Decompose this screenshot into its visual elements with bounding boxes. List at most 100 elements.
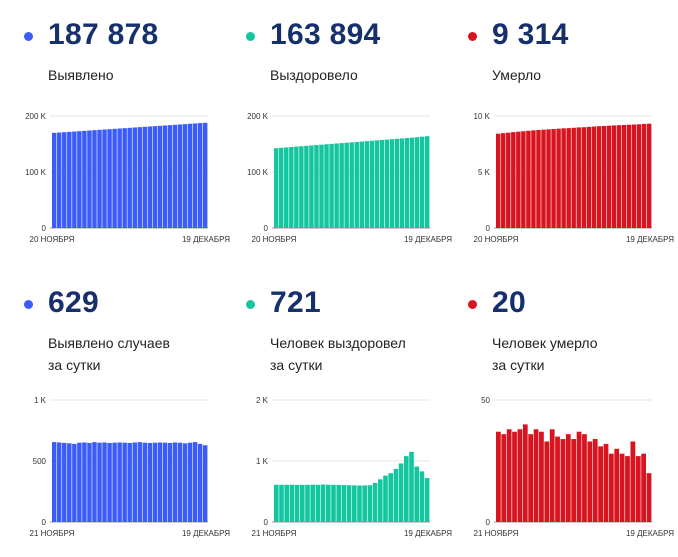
bar xyxy=(177,442,183,522)
chart-daily-recovered: 2 K 1 K 0 21 НОЯБРЯ 19 ДЕКАБРЯ xyxy=(252,396,453,538)
bar xyxy=(107,129,112,228)
bar xyxy=(424,136,430,228)
bar xyxy=(72,443,77,522)
bar xyxy=(289,147,294,228)
chart-recovered: 200 K 100 K 0 20 НОЯБРЯ 19 ДЕКАБРЯ xyxy=(247,112,452,244)
bar xyxy=(352,485,357,522)
bar xyxy=(511,132,516,228)
bar xyxy=(107,442,112,522)
bar xyxy=(357,485,362,522)
bar xyxy=(329,143,334,228)
bar xyxy=(304,145,309,228)
bar xyxy=(596,126,602,228)
x-tick-label-end: 19 ДЕКАБРЯ xyxy=(404,235,452,244)
bar xyxy=(399,138,405,228)
bar xyxy=(274,484,279,522)
bar xyxy=(608,453,614,522)
bar xyxy=(167,125,173,228)
bar xyxy=(531,130,536,228)
bar xyxy=(152,442,158,522)
bar xyxy=(57,442,62,522)
y-tick-label: 0 xyxy=(264,224,269,233)
bar xyxy=(187,442,193,522)
bar xyxy=(566,128,571,228)
bar xyxy=(501,133,506,228)
bar xyxy=(616,125,622,228)
bar xyxy=(172,442,178,522)
bar xyxy=(324,144,329,228)
bar xyxy=(496,133,501,228)
chart-detected: 200 K 100 K 0 20 НОЯБРЯ 19 ДЕКАБРЯ xyxy=(25,112,230,244)
bar xyxy=(279,484,284,522)
y-tick-label: 0 xyxy=(42,518,47,527)
panel-deaths: 9 314 Умерло 10 K 5 K 0 20 НОЯБРЯ 19 ДЕКАБРЯ xyxy=(468,14,678,284)
bar xyxy=(419,471,425,522)
bar xyxy=(344,142,349,228)
bar xyxy=(517,429,523,522)
bar xyxy=(197,443,203,522)
x-tick-label-start: 21 НОЯБРЯ xyxy=(252,529,297,538)
bar xyxy=(501,434,507,522)
bar xyxy=(526,130,531,228)
bar xyxy=(369,140,375,228)
bar xyxy=(92,130,97,228)
bar xyxy=(565,434,571,522)
x-tick-label-end: 19 ДЕКАБРЯ xyxy=(182,235,230,244)
bar xyxy=(541,129,546,228)
bar xyxy=(424,478,430,522)
bar xyxy=(587,441,593,522)
bar xyxy=(62,442,67,522)
bar xyxy=(388,473,393,522)
bar xyxy=(177,124,183,228)
bar xyxy=(142,442,148,522)
panel-daily-detected: 629 Выявлено случаев за сутки 1 K 500 0 21 … xyxy=(24,282,244,552)
x-tick-label-start: 20 НОЯБРЯ xyxy=(474,235,519,244)
bar xyxy=(87,130,92,228)
bar xyxy=(571,127,576,228)
bar xyxy=(621,124,627,228)
y-tick-label: 2 K xyxy=(256,396,269,405)
y-tick-label: 0 xyxy=(486,518,491,527)
bar xyxy=(279,147,284,228)
bar xyxy=(349,142,354,228)
daily-deaths-value: 20 xyxy=(492,286,526,319)
bar xyxy=(379,139,385,228)
bar xyxy=(372,482,378,522)
bar xyxy=(137,442,142,522)
bar xyxy=(601,125,607,228)
bar xyxy=(398,463,404,522)
bar xyxy=(284,147,289,228)
bar xyxy=(197,123,203,228)
bar xyxy=(182,443,188,522)
bar xyxy=(404,456,409,522)
bar xyxy=(326,484,331,522)
bar xyxy=(394,138,400,228)
bar xyxy=(127,442,132,522)
daily-detected-label-line1: Выявлено случаев xyxy=(48,335,170,351)
bar xyxy=(97,129,102,228)
x-tick-label-end: 19 ДЕКАБРЯ xyxy=(626,235,674,244)
bar xyxy=(315,484,321,522)
bar xyxy=(625,456,630,522)
bar xyxy=(359,141,364,228)
legend-dot xyxy=(246,32,255,41)
bar xyxy=(576,127,581,228)
bar xyxy=(67,443,72,522)
bar xyxy=(192,442,198,522)
bar xyxy=(132,442,137,522)
y-tick-label: 0 xyxy=(42,224,47,233)
bar xyxy=(354,141,359,228)
x-tick-label-start: 21 НОЯБРЯ xyxy=(474,529,519,538)
bar xyxy=(137,127,142,228)
panel-recovered: 163 894 Выздоровело 200 K 100 K 0 20 НОЯБРЯ… xyxy=(246,14,466,284)
bar xyxy=(299,146,304,228)
bar xyxy=(378,479,383,522)
bar xyxy=(619,453,625,522)
bar xyxy=(631,124,637,228)
bar xyxy=(284,484,289,522)
total-recovered-label: Выздоровело xyxy=(270,67,358,83)
bar xyxy=(544,441,550,522)
bar xyxy=(539,431,544,522)
bar xyxy=(334,143,339,228)
